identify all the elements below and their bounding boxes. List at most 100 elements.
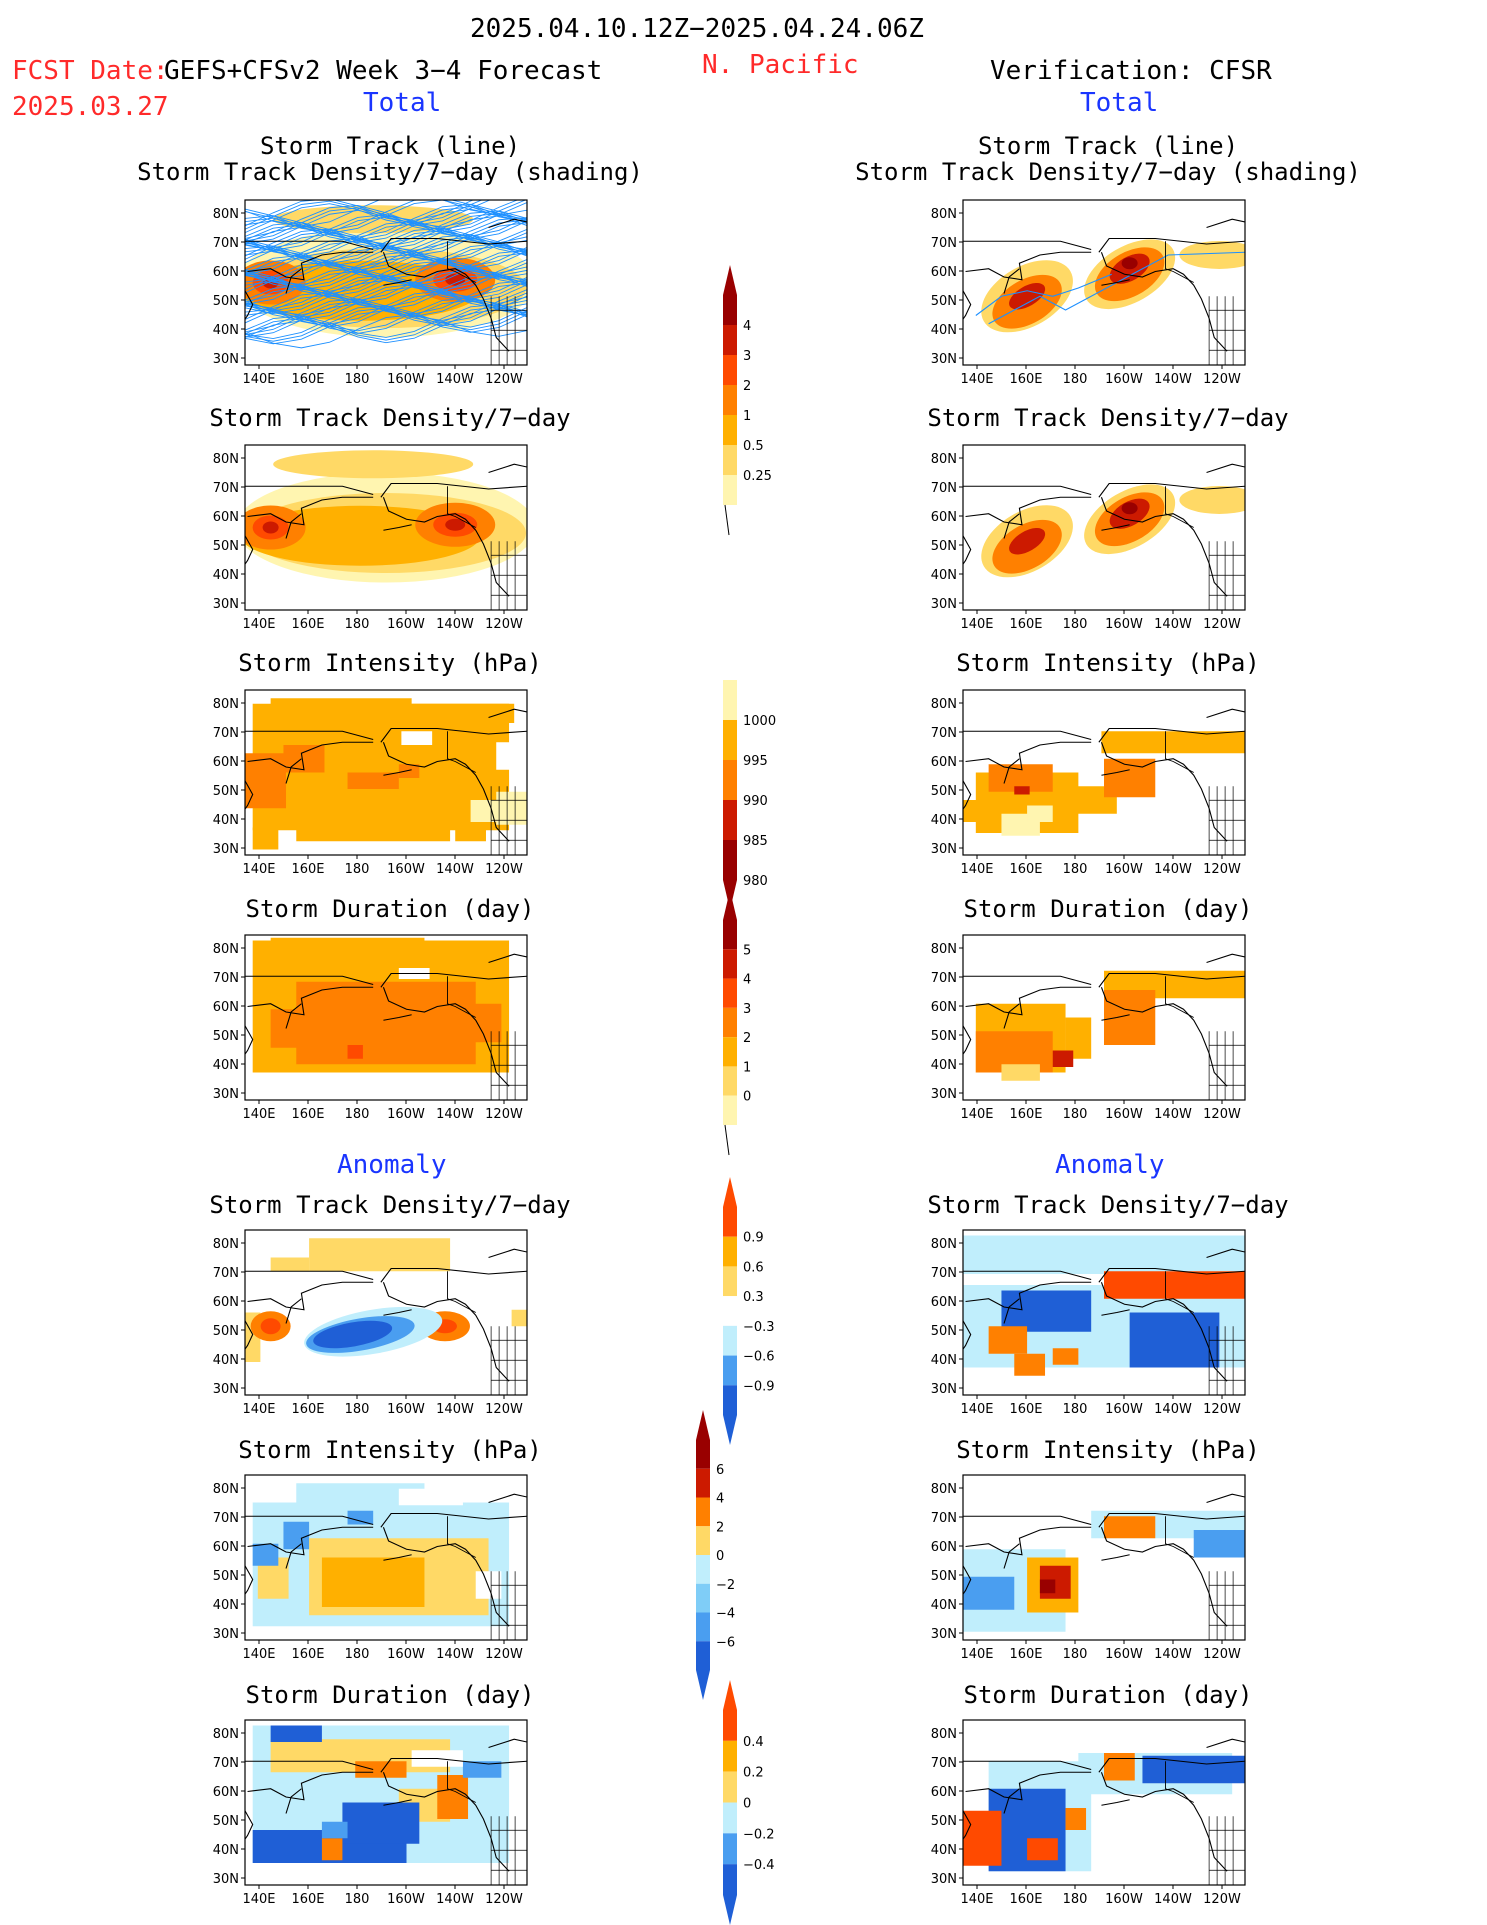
lon-tick-label: 160W <box>1105 862 1143 877</box>
shade-cell <box>270 1009 322 1048</box>
shade-cell <box>252 827 279 850</box>
coastline <box>1003 1003 1020 1029</box>
lat-tick-label: 70N <box>931 726 957 741</box>
lat-tick-label: 70N <box>213 1266 239 1281</box>
lat-tick-label: 70N <box>931 1266 957 1281</box>
colorbar-label: 0.6 <box>743 1260 764 1275</box>
coastline <box>1206 1738 1245 1749</box>
shade-cell <box>347 1510 374 1525</box>
lon-tick-label: 180 <box>1063 1892 1088 1907</box>
lon-tick-label: 140E <box>960 1107 993 1122</box>
colorbar-arrow <box>723 1177 737 1207</box>
lat-tick-label: 50N <box>213 1324 239 1339</box>
political-border <box>1165 976 1194 1018</box>
coastline <box>1101 1014 1130 1021</box>
panel-title-intensity-left: Storm Intensity (hPa) <box>238 649 542 677</box>
lat-tick-label: 50N <box>931 539 957 554</box>
colorbar-cell <box>723 1710 737 1741</box>
panel-title-intensity-anom-right: Storm Intensity (hPa) <box>956 1436 1260 1464</box>
coastline <box>1206 1248 1245 1259</box>
colorbar-label: −0.3 <box>743 1320 775 1335</box>
lon-tick-label: 140E <box>242 1892 275 1907</box>
shade-cell <box>1101 731 1245 754</box>
panel-title-density-anom-left: Storm Track Density/7−day <box>209 1191 571 1219</box>
map-content <box>245 1238 527 1395</box>
lon-tick-label: 160E <box>1009 617 1042 632</box>
coastline <box>247 986 374 1016</box>
coastline <box>963 1565 972 1596</box>
colorbar-cell <box>723 385 737 415</box>
lon-tick-label: 140E <box>960 1892 993 1907</box>
lon-tick-label: 160E <box>291 617 324 632</box>
colorbar-label: −0.9 <box>743 1379 775 1394</box>
colorbar-density-anom: 0.9 0.6 0.3 −0.3 −0.6 −0.9 <box>723 1177 775 1445</box>
coastline <box>1101 524 1130 531</box>
coastline <box>383 279 412 286</box>
coastline <box>1098 1267 1245 1283</box>
coastline <box>1206 218 1245 229</box>
coastline <box>245 1270 374 1281</box>
lat-tick-label: 30N <box>931 1087 957 1102</box>
storm-track-line <box>245 277 527 312</box>
map-content <box>963 218 1245 365</box>
shade-cell <box>424 943 502 966</box>
shade-cell <box>1065 1808 1087 1830</box>
colorbar-arrow <box>696 1670 710 1700</box>
coastline <box>247 496 374 526</box>
lon-tick-label: 120W <box>1203 1892 1241 1907</box>
colorbar-cell <box>723 445 737 475</box>
lat-tick-label: 60N <box>931 1785 957 1800</box>
colorbar-cell <box>723 355 737 385</box>
shade-cell <box>1104 1516 1156 1539</box>
coastline <box>380 972 527 988</box>
shade-cell <box>963 800 1002 822</box>
lat-tick-label: 50N <box>931 784 957 799</box>
lon-tick-label: 140E <box>960 617 993 632</box>
storm-track-line <box>245 203 527 238</box>
storm-track-line <box>245 314 527 349</box>
coastline <box>285 1298 302 1324</box>
storm-track-line <box>975 273 1112 316</box>
shade-cell <box>398 764 420 778</box>
lat-tick-label: 70N <box>213 481 239 496</box>
lon-tick-label: 140W <box>1154 617 1192 632</box>
lon-tick-label: 180 <box>1063 617 1088 632</box>
coastline <box>1100 497 1228 597</box>
map-frame <box>962 199 1246 366</box>
shade-cell <box>1129 1312 1220 1368</box>
lon-tick-label: 140W <box>436 1892 474 1907</box>
lon-tick-label: 140W <box>436 1402 474 1417</box>
lat-tick-label: 30N <box>213 842 239 857</box>
lat-tick-label: 50N <box>213 539 239 554</box>
lat-tick-label: 80N <box>931 942 957 957</box>
map-content <box>245 450 527 610</box>
lon-tick-label: 180 <box>1063 862 1088 877</box>
colorbar-line <box>724 1124 730 1156</box>
lat-tick-label: 60N <box>213 265 239 280</box>
lon-tick-label: 160E <box>1009 1647 1042 1662</box>
colorbar-label: 0 <box>743 1797 751 1812</box>
lat-tick-label: 80N <box>213 942 239 957</box>
lat-tick-label: 60N <box>931 1540 957 1555</box>
shade-cell <box>1104 1753 1135 1781</box>
coastline <box>488 218 527 229</box>
shade-blob <box>262 521 279 534</box>
lon-tick-label: 120W <box>1203 1647 1241 1662</box>
political-border <box>447 1271 476 1313</box>
lat-tick-label: 70N <box>931 1756 957 1771</box>
lon-tick-label: 160E <box>291 862 324 877</box>
shade-cell <box>347 772 399 789</box>
coastline <box>247 741 374 771</box>
political-border <box>1165 731 1194 773</box>
storm-track-line <box>245 227 527 262</box>
lon-tick-label: 140E <box>242 372 275 387</box>
lon-tick-label: 140W <box>1154 1402 1192 1417</box>
coastline <box>963 290 972 321</box>
shade-blob <box>273 450 474 479</box>
